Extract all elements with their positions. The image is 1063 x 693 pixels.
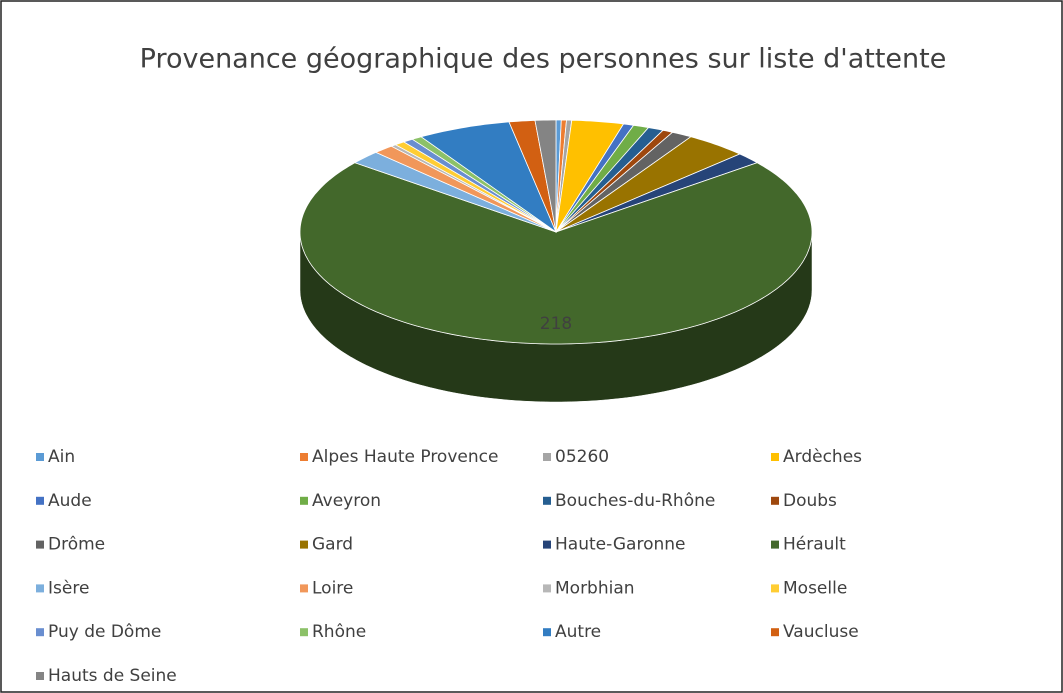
slice: [353, 151, 557, 233]
slice: [374, 145, 557, 233]
slice: [555, 136, 741, 233]
legend-label: Moselle: [783, 578, 847, 598]
legend-label: Bouches-du-Rhône: [555, 491, 715, 511]
legend-swatch: [300, 584, 308, 593]
legend-swatch: [36, 672, 44, 680]
legend-label: Rhône: [312, 622, 366, 642]
legend-swatch: [771, 496, 779, 505]
slice: [420, 121, 557, 234]
legend-label: Haute-Garonne: [555, 535, 685, 555]
legend-swatch: [543, 584, 551, 593]
legend-swatch: [36, 584, 44, 593]
legend-swatch: [771, 453, 779, 461]
legend-label: Doubs: [783, 491, 837, 511]
legend-swatch: [543, 628, 551, 637]
legend-swatch: [300, 496, 308, 505]
legend-label: 05260: [555, 447, 609, 467]
legend-label: Loire: [312, 578, 353, 598]
legend-label: Puy de Dôme: [48, 622, 161, 642]
legend-swatch: [36, 540, 44, 549]
legend-swatch: [300, 453, 308, 461]
legend-label: Ain: [48, 447, 75, 467]
chart-title: Provenance géographique des personnes su…: [140, 44, 947, 75]
slice: [299, 162, 813, 345]
legend-label: Hauts de Seine: [48, 666, 177, 686]
legend-label: Hérault: [783, 535, 846, 555]
legend-label: Alpes Haute Provence: [312, 447, 498, 467]
legend-swatch: [543, 453, 551, 461]
legend-swatch: [771, 584, 779, 593]
legend-swatch: [300, 628, 308, 637]
slice: [508, 119, 557, 233]
legend-label: Gard: [312, 535, 353, 555]
legend-label: Aveyron: [312, 491, 381, 511]
legend-label: Vaucluse: [783, 622, 859, 642]
legend-swatch: [543, 540, 551, 549]
legend-swatch: [36, 496, 44, 505]
legend-label: Autre: [555, 622, 601, 642]
legend-label: Drôme: [48, 535, 105, 555]
legend-swatch: [36, 628, 44, 637]
legend-swatch: [771, 540, 779, 549]
legend-label: Aude: [48, 491, 92, 511]
slice: [555, 119, 625, 233]
slice: [555, 153, 759, 233]
legend-swatch: [36, 453, 44, 461]
legend-label: Isère: [48, 578, 89, 598]
data-label: 218: [540, 314, 572, 334]
legend-swatch: [300, 540, 308, 549]
legend-label: Ardèches: [783, 447, 862, 467]
legend-swatch: [543, 496, 551, 505]
legend-label: Morbhian: [555, 578, 635, 598]
legend-swatch: [771, 628, 779, 637]
slice: [555, 131, 692, 233]
slice: [534, 119, 557, 233]
